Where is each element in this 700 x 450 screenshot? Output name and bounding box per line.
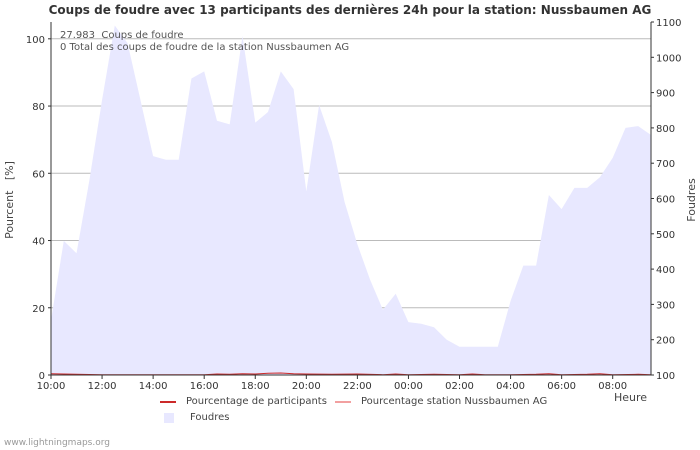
info-station-total: 0 Total des coups de foudre de la statio… [60,42,350,53]
legend-item-station: Pourcentage station Nussbaumen AG [335,396,547,407]
legend-label-participants: Pourcentage de participants [186,396,327,407]
legend-item-foudres: Foudres [164,412,229,423]
xtick-label: 08:00 [598,381,627,392]
ytick-right-label: 200 [656,336,675,347]
footer-source: www.lightningmaps.org [4,438,110,448]
ytick-right-label: 900 [656,89,675,100]
ytick-right-label: 1100 [656,18,681,29]
legend-swatch-foudres [164,412,174,423]
ytick-left-label: 60 [32,169,45,180]
ytick-right-label: 1000 [656,53,681,64]
xtick-label: 02:00 [445,381,474,392]
legend-swatch-station [335,400,351,403]
x-axis-title: Heure [614,391,647,404]
xtick-label: 20:00 [292,381,321,392]
legend-item-participants: Pourcentage de participants [160,396,327,407]
ytick-right-label: 600 [656,195,675,206]
chart-title: Coups de foudre avec 13 participants des… [48,3,652,17]
legend-label-foudres: Foudres [190,412,230,423]
tick-labels: 0 20 40 60 80 100 100 200 300 400 500 600 700 800 900 1… [26,18,682,392]
ytick-left-label: 0 [39,371,45,382]
xtick-label: 16:00 [190,381,219,392]
legend-swatch-participants [160,400,176,403]
info-strike-count: 27.983 Coups de foudre [60,30,184,41]
ytick-right-label: 700 [656,159,675,170]
legend-label-station: Pourcentage station Nussbaumen AG [361,396,548,407]
foudres-area [51,25,651,375]
xtick-label: 00:00 [394,381,423,392]
ytick-right-label: 800 [656,124,675,135]
axis-labels: Pourcent [%] Foudres Heure [3,161,698,404]
info-strike-count-value: 27.983 [60,30,95,41]
xtick-label: 22:00 [343,381,372,392]
xtick-label: 04:00 [496,381,525,392]
xtick-label: 10:00 [37,381,66,392]
ytick-right-label: 300 [656,300,675,311]
xtick-label: 06:00 [547,381,576,392]
ytick-right-label: 100 [656,371,675,382]
ytick-right-label: 500 [656,230,675,241]
ytick-left-label: 20 [32,304,45,315]
xtick-label: 14:00 [139,381,168,392]
ytick-left-label: 100 [26,35,45,46]
y-axis-left-title: Pourcent [%] [3,161,16,239]
y-axis-right-title: Foudres [685,178,698,222]
xtick-label: 18:00 [241,381,270,392]
ytick-left-label: 80 [32,102,45,113]
ytick-left-label: 40 [32,237,45,248]
axes [48,21,654,379]
info-strike-count-label: Coups de foudre [101,30,184,41]
ytick-right-label: 400 [656,265,675,276]
foudres-area-layer [51,25,651,375]
xtick-label: 12:00 [88,381,117,392]
